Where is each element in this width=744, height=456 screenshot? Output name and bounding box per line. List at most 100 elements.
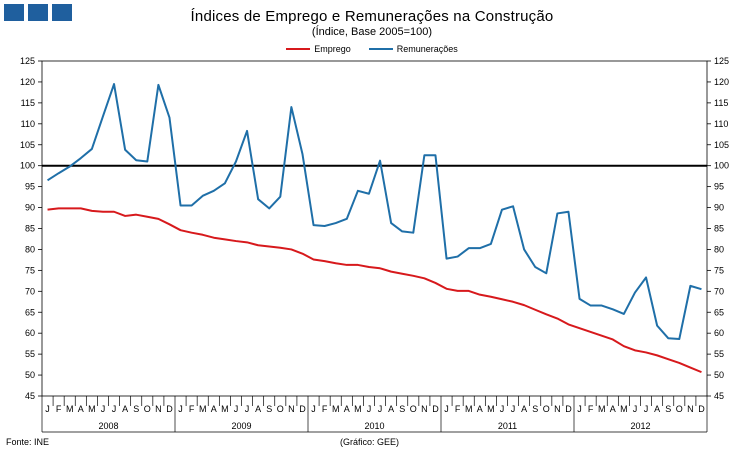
- y-tick-label-left: 55: [25, 349, 35, 359]
- month-tick-label: J: [367, 404, 372, 414]
- month-tick-label: O: [277, 404, 284, 414]
- y-tick-label-right: 105: [714, 140, 729, 150]
- chart-subtitle: (Índice, Base 2005=100): [311, 26, 433, 38]
- month-tick-label: M: [598, 404, 606, 414]
- month-tick-label: M: [465, 404, 473, 414]
- y-tick-label-right: 80: [714, 244, 724, 254]
- y-tick-label-left: 95: [25, 182, 35, 192]
- month-tick-label: F: [455, 404, 461, 414]
- legend-swatch-remuneracoes: [368, 48, 393, 50]
- month-tick-label: J: [444, 404, 449, 414]
- y-tick-label-left: 50: [25, 370, 35, 380]
- logo-block: [28, 4, 48, 21]
- legend: Emprego Remunerações: [0, 44, 744, 54]
- month-tick-label: J: [245, 404, 250, 414]
- month-tick-label: M: [620, 404, 628, 414]
- month-tick-label: J: [112, 404, 117, 414]
- month-tick-label: J: [511, 404, 516, 414]
- y-tick-label-right: 60: [714, 328, 724, 338]
- y-tick-label-right: 55: [714, 349, 724, 359]
- month-tick-label: S: [266, 404, 272, 414]
- month-tick-label: S: [399, 404, 405, 414]
- month-tick-label: N: [421, 404, 428, 414]
- month-tick-label: O: [676, 404, 683, 414]
- month-tick-label: J: [500, 404, 505, 414]
- legend-item-emprego: Emprego: [286, 44, 351, 54]
- legend-label-emprego: Emprego: [314, 44, 351, 54]
- logo-blocks: [4, 4, 72, 21]
- month-tick-label: M: [221, 404, 229, 414]
- month-tick-label: A: [344, 404, 350, 414]
- y-tick-label-left: 115: [21, 98, 35, 108]
- month-tick-label: M: [88, 404, 96, 414]
- month-tick-label: M: [354, 404, 362, 414]
- month-tick-label: M: [66, 404, 74, 414]
- month-tick-label: J: [178, 404, 183, 414]
- month-tick-label: F: [588, 404, 594, 414]
- month-tick-label: J: [45, 404, 50, 414]
- y-tick-label-right: 90: [714, 203, 724, 213]
- y-tick-label-left: 100: [20, 161, 35, 171]
- y-tick-label-right: 115: [714, 98, 728, 108]
- y-tick-label-left: 110: [21, 119, 35, 129]
- y-tick-label-left: 65: [25, 307, 35, 317]
- y-tick-label-left: 120: [20, 77, 35, 87]
- y-tick-label-left: 85: [25, 224, 35, 234]
- y-tick-label-right: 120: [714, 77, 729, 87]
- y-tick-label-left: 75: [25, 265, 35, 275]
- month-tick-label: N: [687, 404, 694, 414]
- y-tick-label-left: 125: [20, 56, 35, 66]
- year-label: 2010: [364, 421, 384, 431]
- month-tick-label: O: [144, 404, 151, 414]
- month-tick-label: S: [532, 404, 538, 414]
- month-tick-label: J: [633, 404, 638, 414]
- month-tick-label: D: [299, 404, 306, 414]
- month-tick-label: J: [101, 404, 106, 414]
- month-tick-label: M: [487, 404, 495, 414]
- series-line-emprego: [47, 207, 702, 374]
- y-tick-label-left: 60: [25, 328, 35, 338]
- month-tick-label: A: [78, 404, 84, 414]
- y-tick-label-right: 125: [714, 56, 729, 66]
- month-tick-label: A: [211, 404, 217, 414]
- month-tick-label: A: [255, 404, 261, 414]
- month-tick-label: M: [332, 404, 340, 414]
- month-tick-label: F: [56, 404, 62, 414]
- month-tick-label: M: [199, 404, 207, 414]
- logo-block: [52, 4, 72, 21]
- chart-credit: (Gráfico: GEE): [340, 437, 400, 447]
- month-tick-label: A: [477, 404, 483, 414]
- month-tick-label: D: [565, 404, 572, 414]
- y-tick-label-left: 80: [25, 244, 35, 254]
- year-label: 2012: [630, 421, 650, 431]
- y-tick-label-right: 85: [714, 224, 724, 234]
- month-tick-label: D: [166, 404, 173, 414]
- legend-label-remuneracoes: Remunerações: [396, 44, 458, 54]
- month-tick-label: N: [155, 404, 162, 414]
- chart-title: Índices de Emprego e Remunerações na Con…: [190, 8, 554, 25]
- y-tick-label-right: 50: [714, 370, 724, 380]
- month-tick-label: J: [234, 404, 239, 414]
- y-tick-label-left: 105: [20, 140, 35, 150]
- month-tick-label: J: [378, 404, 383, 414]
- y-tick-label-right: 65: [714, 307, 724, 317]
- month-tick-label: D: [432, 404, 439, 414]
- month-tick-label: J: [577, 404, 582, 414]
- y-tick-label-right: 45: [714, 391, 724, 401]
- month-tick-label: A: [654, 404, 660, 414]
- month-tick-label: J: [311, 404, 316, 414]
- year-label: 2011: [498, 421, 517, 431]
- year-label: 2008: [98, 421, 118, 431]
- month-tick-label: O: [543, 404, 550, 414]
- y-tick-label-left: 90: [25, 203, 35, 213]
- plot-frame: [41, 60, 708, 397]
- month-tick-label: F: [189, 404, 195, 414]
- y-tick-label-left: 70: [25, 286, 35, 296]
- year-label: 2009: [231, 421, 251, 431]
- legend-item-remuneracoes: Remunerações: [368, 44, 458, 54]
- month-tick-label: A: [122, 404, 128, 414]
- legend-swatch-emprego: [286, 48, 311, 50]
- y-tick-label-right: 100: [714, 161, 729, 171]
- month-tick-label: N: [554, 404, 561, 414]
